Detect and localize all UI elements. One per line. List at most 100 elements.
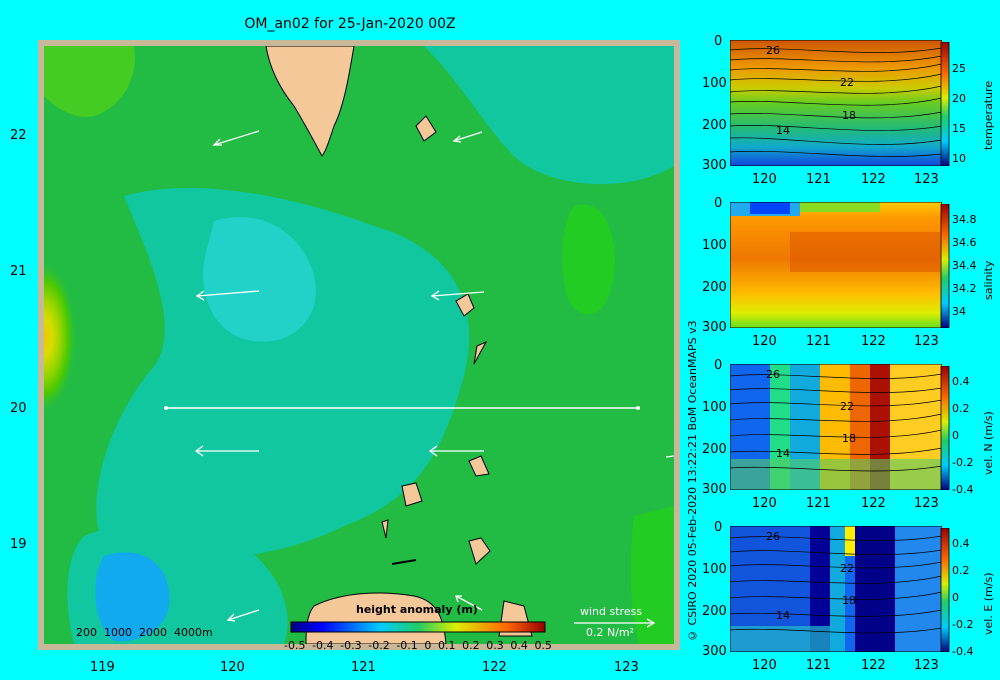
lat-tick-19: 19 — [10, 537, 27, 552]
land-taiwan — [265, 46, 355, 157]
lon-tick-120: 120 — [220, 660, 245, 675]
island-batanes — [473, 340, 488, 365]
cbar-tick: 34.4 — [952, 259, 977, 272]
colorbar-tick: -0.2 — [368, 639, 390, 652]
lon-tick-122: 122 — [482, 660, 507, 675]
cbar-tick: 10 — [952, 152, 966, 165]
sea-band-green-nw — [44, 46, 135, 117]
colorbar-tick: 0.5 — [534, 639, 552, 652]
depth-tick: 300 — [702, 158, 727, 173]
contour-label: 22 — [840, 562, 854, 575]
depth-tick: 0 — [714, 34, 723, 49]
section-lon-tick: 123 — [914, 496, 939, 511]
section-lon-tick: 122 — [861, 172, 886, 187]
sea-band-green-east — [562, 204, 615, 315]
island-fuga — [391, 559, 417, 565]
sea-band-light-cyan — [203, 217, 316, 342]
wind-vectors — [194, 130, 674, 622]
contour-label: 26 — [766, 368, 780, 381]
depth-tick: 300 — [702, 482, 727, 497]
lat-tick-22: 22 — [10, 128, 27, 143]
contour-label: 22 — [840, 76, 854, 89]
cbar-tick: 34.8 — [952, 213, 977, 226]
salinity-section — [730, 202, 942, 328]
section-lon-tick: 122 — [861, 496, 886, 511]
height-anomaly-map — [44, 46, 674, 644]
colorbar-title: height anomaly (m) — [356, 603, 478, 616]
salinity-colorbar-ticks: 34.8 34.6 34.4 34.2 34 — [952, 208, 977, 323]
island-babuyan-west — [401, 482, 423, 507]
section-lon-tick: 122 — [861, 658, 886, 673]
cbar-tick: 34.6 — [952, 236, 977, 249]
cbar-tick: 0.2 — [952, 402, 970, 415]
colorbar-tick: 0.2 — [462, 639, 480, 652]
velocity-north-label: vel. N (m/s) — [982, 411, 995, 475]
depth-tick: 200 — [702, 118, 727, 133]
velocity-east-section — [730, 526, 942, 652]
height-anomaly-colorbar — [290, 621, 546, 633]
contour-label: 26 — [766, 530, 780, 543]
island-penghu — [415, 115, 437, 142]
cbar-tick: -0.4 — [952, 645, 974, 658]
depth-tick: 300 — [702, 320, 727, 335]
contour-label: 14 — [776, 609, 790, 622]
depth-tick: 0 — [714, 196, 723, 211]
temperature-colorbar-ticks: 25 20 15 10 — [952, 54, 966, 174]
velocity-east-label: vel. E (m/s) — [982, 572, 995, 635]
cbar-tick: -0.4 — [952, 483, 974, 496]
cbar-tick: 0.2 — [952, 564, 970, 577]
sea-band-cyan — [96, 187, 470, 560]
section-lon-tick: 121 — [806, 658, 831, 673]
sea-band-cyan-north — [424, 46, 674, 185]
lon-tick-123: 123 — [614, 660, 639, 675]
depth-tick: 200 — [702, 280, 727, 295]
temperature-colorbar — [940, 42, 950, 166]
credit-text: © CSIRO 2020 05-Feb-2020 13:22:21 BoM Oc… — [686, 320, 699, 642]
sea-band-blue — [95, 552, 170, 642]
cbar-tick: 15 — [952, 122, 966, 135]
depth-tick: 100 — [702, 76, 727, 91]
island-batanes-north — [455, 293, 475, 317]
section-lon-tick: 123 — [914, 658, 939, 673]
colorbar-tick: -0.3 — [340, 639, 362, 652]
cbar-tick: 20 — [952, 92, 966, 105]
section-lon-tick: 123 — [914, 334, 939, 349]
depth-tick: 100 — [702, 238, 727, 253]
sea-band-green-se — [630, 506, 674, 644]
velocity-east-colorbar-ticks: 0.4 0.2 0 -0.2 -0.4 — [952, 530, 973, 665]
land-luzon — [305, 592, 447, 644]
depth-legend: 200 1000 2000 4000m — [76, 626, 213, 639]
contour-label: 18 — [842, 594, 856, 607]
contour-label: 18 — [842, 432, 856, 445]
depth-tick: 200 — [702, 604, 727, 619]
cbar-tick: 0.4 — [952, 537, 970, 550]
lat-tick-20: 20 — [10, 401, 27, 416]
colorbar-tick: 0.1 — [438, 639, 456, 652]
section-lon-tick: 121 — [806, 172, 831, 187]
colorbar-tick: 0.3 — [486, 639, 504, 652]
salinity-colorbar — [940, 204, 950, 328]
cbar-tick: -0.2 — [952, 618, 974, 631]
section-lon-tick: 121 — [806, 334, 831, 349]
warm-anomaly — [44, 196, 174, 496]
island-camiguin — [468, 537, 491, 565]
wind-stress-reference-arrow — [574, 618, 656, 628]
velocity-north-colorbar — [940, 366, 950, 490]
temperature-label: temperature — [982, 80, 995, 150]
cbar-tick: 25 — [952, 62, 966, 75]
cbar-tick: 0 — [952, 591, 959, 604]
colorbar-tick: -0.5 — [284, 639, 306, 652]
velocity-north-colorbar-ticks: 0.4 0.2 0 -0.2 -0.4 — [952, 368, 973, 503]
lat-tick-21: 21 — [10, 264, 27, 279]
temperature-section — [730, 40, 942, 166]
island-dalupiri — [381, 519, 389, 539]
wind-stress-label: wind stress — [580, 605, 643, 618]
contour-label: 26 — [766, 44, 780, 57]
section-start-marker — [164, 406, 168, 410]
island-babuyan — [468, 455, 490, 477]
depth-tick: 300 — [702, 644, 727, 659]
colorbar-tick: 0.4 — [510, 639, 528, 652]
section-lon-tick: 123 — [914, 172, 939, 187]
contour-label: 18 — [842, 109, 856, 122]
section-end-marker — [636, 406, 640, 410]
